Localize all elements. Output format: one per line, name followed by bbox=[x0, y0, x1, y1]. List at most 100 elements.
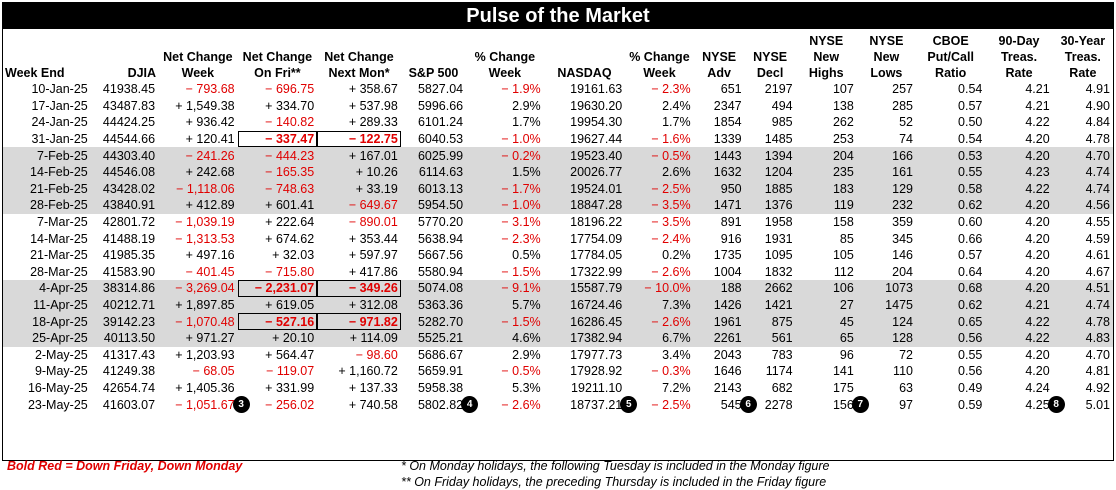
table-cell: 5363.36 bbox=[400, 296, 467, 314]
table-cell: 6114.63 bbox=[400, 163, 467, 181]
table-cell: 2043 bbox=[713, 347, 742, 362]
table-cell: 9-May-25 bbox=[34, 364, 88, 379]
table-cell: − 0.5% bbox=[625, 147, 694, 164]
table-cell: 4.67 bbox=[1085, 264, 1110, 279]
table-cell: 1004 bbox=[713, 264, 742, 279]
table-cell: 110 bbox=[893, 364, 913, 379]
table-cell: 651 bbox=[720, 82, 742, 97]
table-cell: + 167.01 bbox=[317, 147, 401, 164]
table-cell: 17928.92 bbox=[570, 364, 623, 379]
table-cell: 4.20 bbox=[1025, 132, 1050, 147]
table-cell: 31-Jan-25 bbox=[31, 132, 88, 147]
table-cell: 0.57 bbox=[958, 248, 983, 263]
table-cell: − 140.82 bbox=[265, 115, 315, 130]
table-cell: 5074.08 bbox=[400, 280, 467, 297]
table-row: 4-Apr-25 38314.86− 3,269.04− 2,231.07− 34… bbox=[3, 280, 1113, 297]
table-cell: 21-Feb-25 bbox=[3, 180, 91, 198]
table-cell: 4.91 bbox=[1085, 82, 1110, 97]
table-cell: 4.78 bbox=[1085, 132, 1110, 147]
table-cell: 44303.40 bbox=[90, 147, 159, 164]
table-cell: 0.62 bbox=[915, 296, 986, 314]
table-cell: 19954.30 bbox=[570, 115, 623, 130]
table-cell: 345 bbox=[892, 231, 913, 246]
table-cell: 72 bbox=[899, 347, 913, 362]
table-cell: 16286.45 bbox=[543, 313, 626, 330]
table-cell: − 2.6% bbox=[501, 397, 541, 412]
table-cell: 5686.67 bbox=[417, 347, 464, 362]
table-cell: − 349.26 bbox=[317, 280, 401, 297]
table-cell: 1394 bbox=[744, 147, 796, 164]
table-row: 14-Feb-25 44546.08 + 242.68− 165.35 + 10.26… bbox=[3, 163, 1113, 181]
table-cell: − 119.07 bbox=[266, 364, 315, 379]
table-cell: 5.01 bbox=[1085, 397, 1110, 412]
table-cell: 28-Feb-25 bbox=[3, 197, 91, 214]
table-row: 18-Apr-25 39142.23− 1,070.48− 527.16− 971… bbox=[3, 313, 1113, 330]
table-cell: 2.6% bbox=[625, 163, 694, 181]
table-cell: 0.56 bbox=[915, 329, 986, 347]
table-cell: 4.23 bbox=[985, 163, 1053, 181]
table-cell: + 1,160.72 bbox=[338, 364, 398, 379]
table-cell: 285 bbox=[892, 98, 913, 113]
table-row: 9-May-25 41249.38 − 68.05 − 119.07 + 1,160.7… bbox=[3, 363, 1113, 380]
table-cell: 4.70 bbox=[1085, 347, 1110, 362]
table-cell: − 401.45 bbox=[185, 264, 235, 279]
table-row: 24-Jan-25 44424.25 + 936.42 − 140.82 + 289.3… bbox=[3, 114, 1113, 131]
table-cell: 183 bbox=[795, 180, 857, 198]
table-cell: 1854 bbox=[713, 115, 742, 130]
table-cell: 916 bbox=[720, 231, 742, 246]
table-cell: 2143 bbox=[713, 380, 742, 395]
table-cell: 119 bbox=[795, 197, 857, 214]
table-cell: 6.7% bbox=[625, 329, 694, 347]
table-cell: + 289.33 bbox=[348, 115, 398, 130]
table-cell: 129 bbox=[856, 180, 916, 198]
table-cell: 21-Mar-25 bbox=[30, 248, 88, 263]
table-cell: 0.68 bbox=[915, 280, 986, 297]
table-cell: 1174 bbox=[765, 364, 793, 379]
table-row: 7-Mar-25 42801.72 − 1,039.19 + 222.64 − 890.… bbox=[3, 214, 1113, 231]
table-cell: 0.54 bbox=[958, 82, 983, 97]
table-cell: − 696.75 bbox=[265, 82, 315, 97]
header-cell: NYSE Adv bbox=[702, 50, 737, 80]
table-cell: 63 bbox=[899, 380, 913, 395]
table-cell: 1376 bbox=[744, 197, 796, 214]
table-cell: 1204 bbox=[744, 163, 796, 181]
table-cell: 42654.74 bbox=[102, 380, 156, 395]
table-cell: 175 bbox=[832, 380, 854, 395]
table-cell: 783 bbox=[771, 347, 793, 362]
table-cell: 6040.53 bbox=[417, 132, 464, 147]
table-cell: 96 bbox=[839, 347, 854, 362]
table-cell: + 353.44 bbox=[348, 231, 398, 246]
footnote-badge: 7 bbox=[851, 396, 869, 414]
table-cell: 2.4% bbox=[662, 98, 691, 113]
header-cell: Net Change Week bbox=[163, 50, 233, 80]
table-cell: 19524.01 bbox=[543, 180, 626, 198]
header-cell: S&P 500 bbox=[408, 66, 459, 80]
table-cell: − 971.82 bbox=[317, 313, 401, 330]
table-cell: 950 bbox=[693, 180, 745, 198]
table-cell: 0.65 bbox=[915, 313, 986, 330]
table-cell: − 3,269.04 bbox=[158, 280, 238, 297]
table-cell: − 793.68 bbox=[185, 82, 235, 97]
table-cell: 4.84 bbox=[1085, 115, 1110, 130]
table-cell: + 417.86 bbox=[348, 264, 398, 279]
table-cell: − 890.01 bbox=[348, 215, 398, 230]
table-cell: 5802.82 4 bbox=[401, 396, 479, 414]
table-row: 2-May-25 41317.43 + 1,203.93 + 564.47 − 98.6… bbox=[3, 347, 1113, 364]
header-cell: % Change Week bbox=[474, 50, 536, 80]
table-cell: − 2.3% bbox=[501, 231, 541, 246]
table-cell: 1931 bbox=[764, 231, 793, 246]
table-cell: 19161.63 bbox=[570, 82, 623, 97]
table-cell: + 222.64 bbox=[265, 215, 315, 230]
table-cell: 545 6 bbox=[694, 396, 757, 414]
table-cell: 23-May-25 bbox=[27, 397, 88, 412]
table-cell: 161 bbox=[856, 163, 916, 181]
table-cell: + 1,897.85 bbox=[158, 296, 238, 314]
table-cell: 41583.90 bbox=[102, 264, 156, 279]
header-cell: 30-Year Treas. Rate bbox=[1060, 34, 1106, 80]
table-cell: 2347 bbox=[713, 98, 742, 113]
table-cell: + 114.09 bbox=[317, 329, 401, 347]
table-cell: 74 bbox=[899, 132, 913, 147]
table-cell: 141 bbox=[832, 364, 854, 379]
table-cell: − 3.1% bbox=[501, 215, 541, 230]
table-cell: + 936.42 bbox=[185, 115, 235, 130]
